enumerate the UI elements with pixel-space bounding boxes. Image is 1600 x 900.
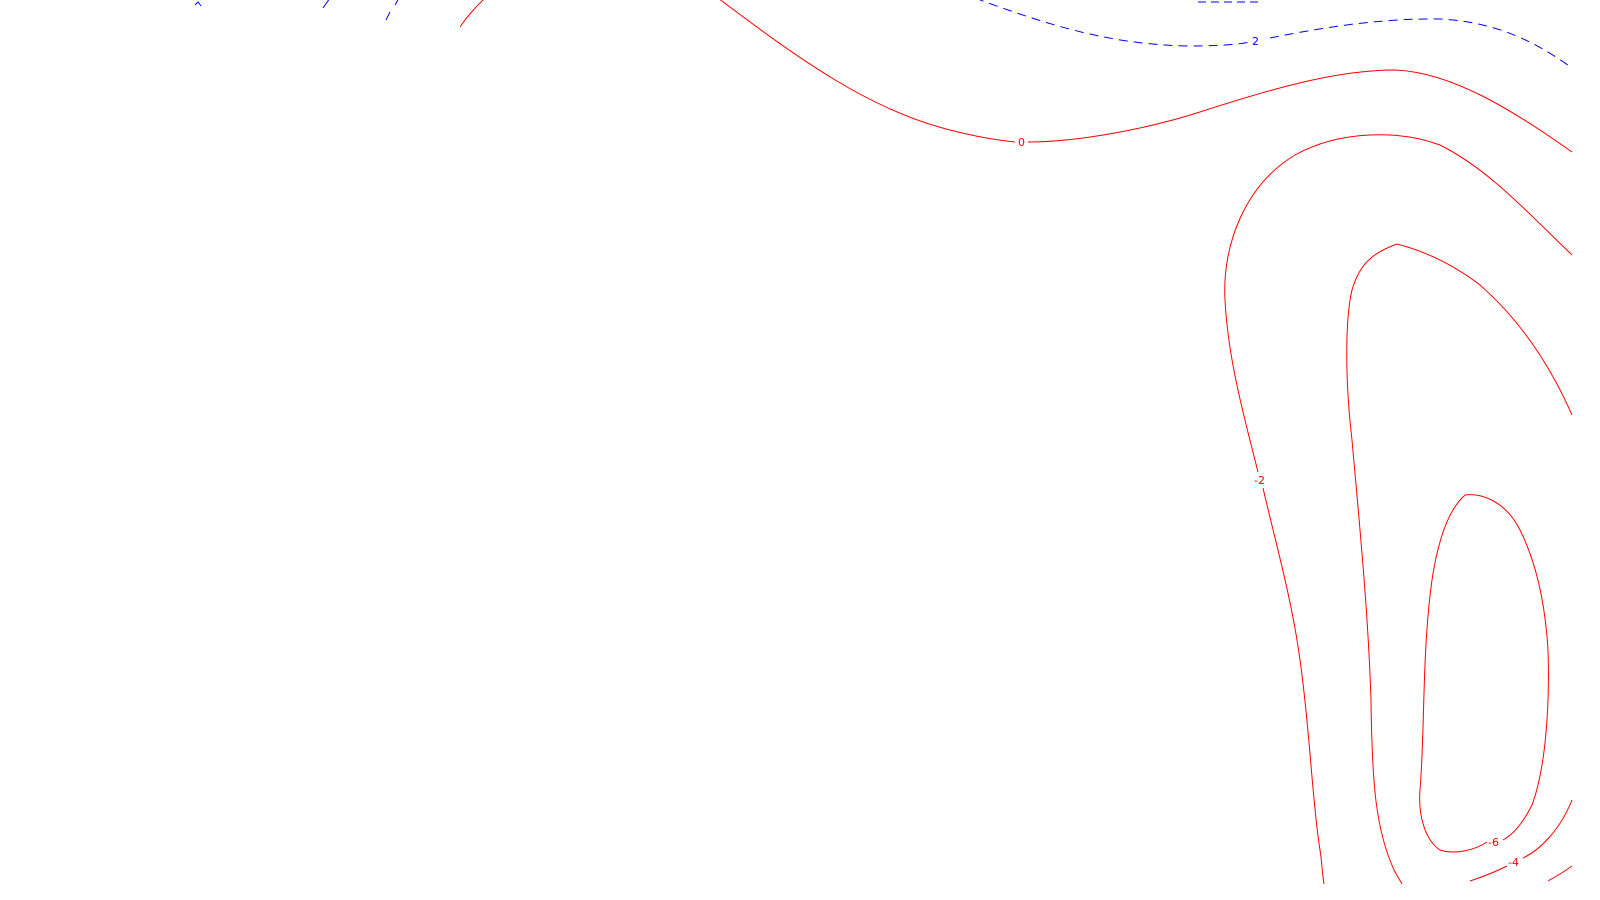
contour-label-neg6: -6	[1488, 836, 1499, 849]
contour-line-neg6	[1419, 494, 1549, 853]
contour-line-positive-fragment	[194, 1, 202, 7]
contour-line-neg2	[1224, 134, 1573, 885]
contour-line-neg4	[1346, 243, 1573, 885]
contour-line-neg4	[1469, 799, 1573, 882]
contour-label-neg4: -4	[1508, 856, 1519, 869]
contour-label-neg2: -2	[1254, 474, 1265, 487]
contour-label-0: 0	[1018, 136, 1025, 149]
contour-label-2: 2	[1252, 35, 1259, 48]
contour-line-positive-fragment	[322, 0, 330, 9]
contour-line-0	[459, 0, 484, 28]
contour-line-0	[719, 0, 1573, 153]
contour-line-2	[978, 0, 1573, 69]
contour-line-positive-fragment	[385, 0, 399, 21]
